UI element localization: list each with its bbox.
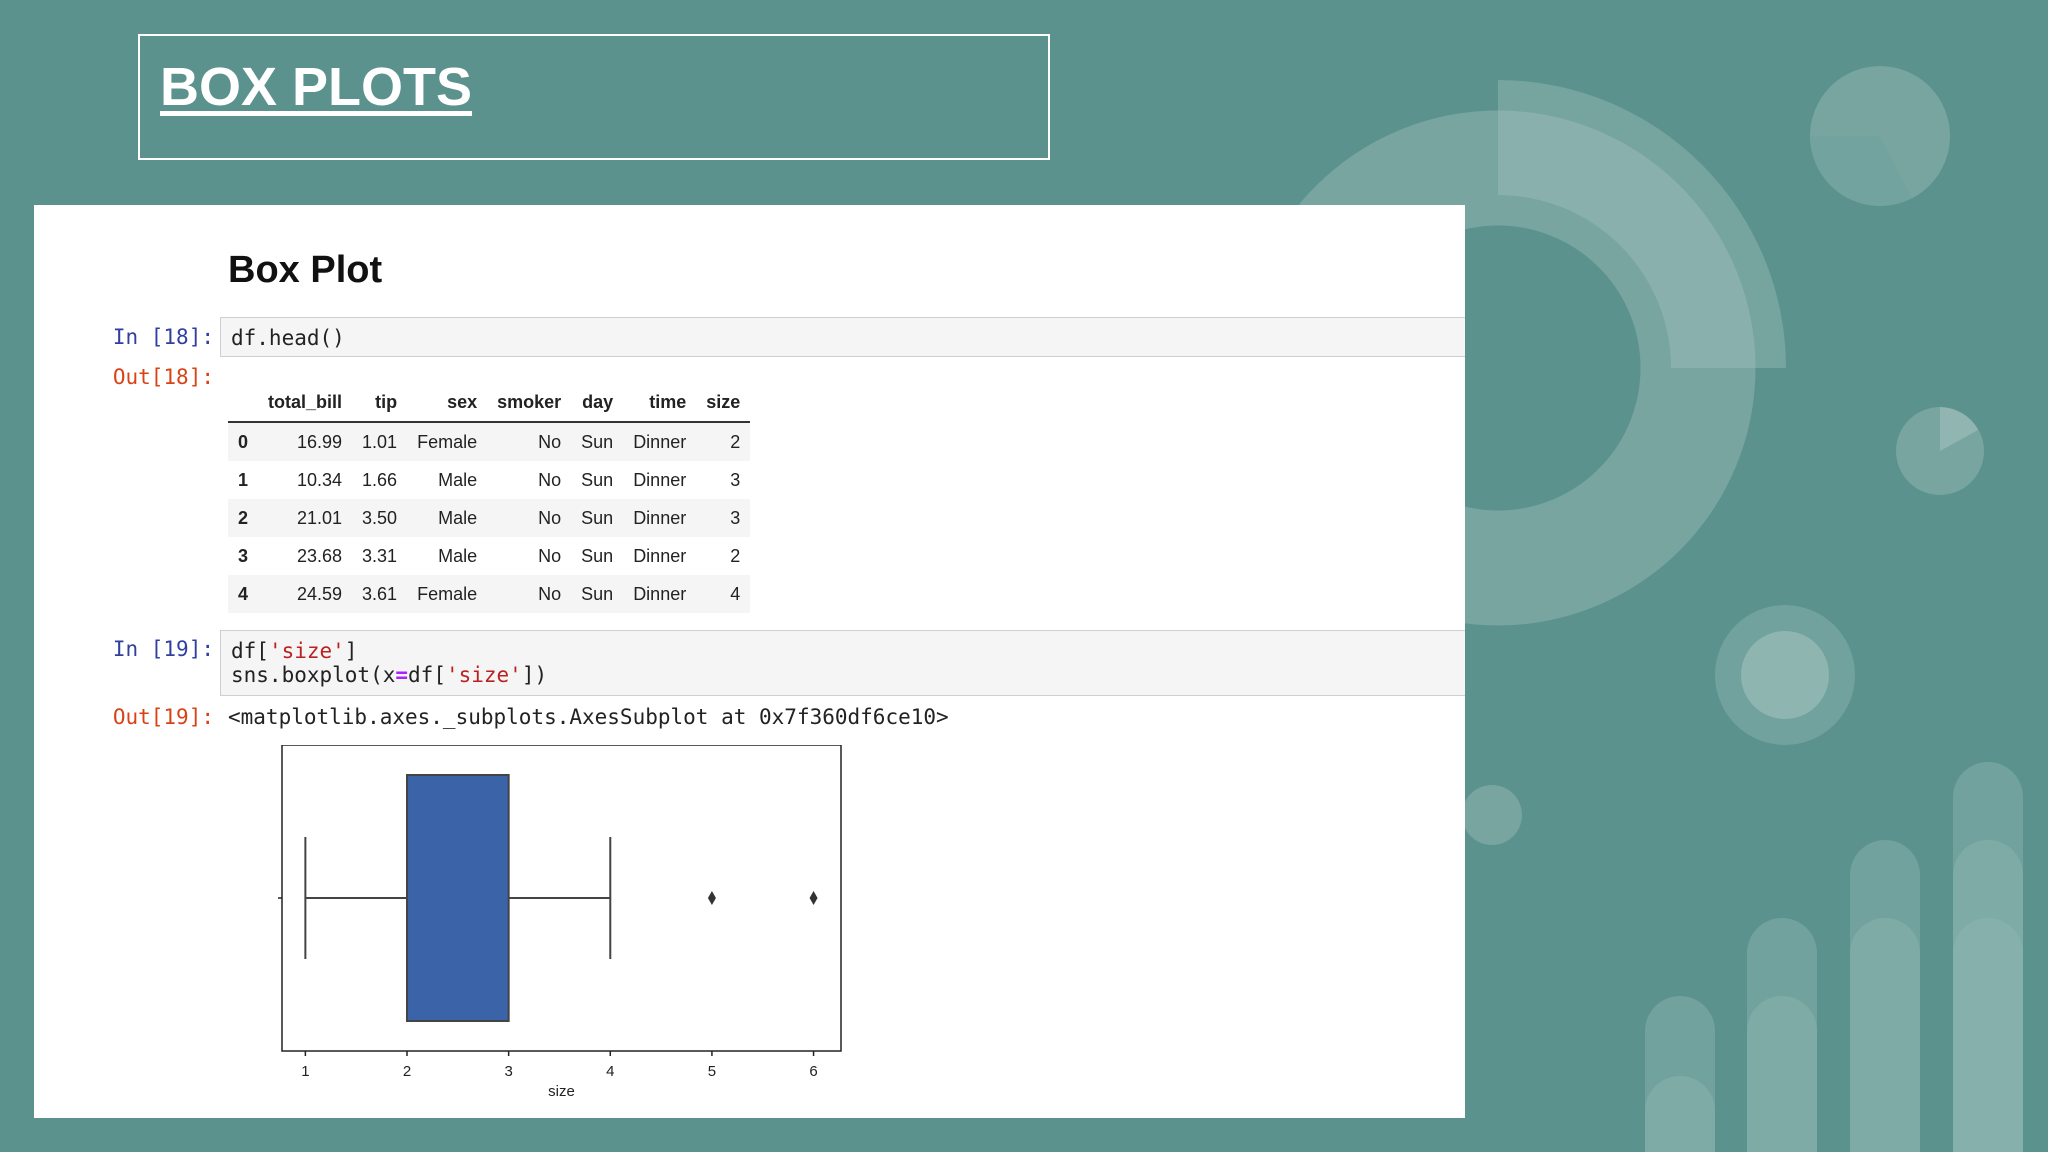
table-cell: 3.61 bbox=[362, 583, 398, 604]
table-cell: Dinner bbox=[633, 583, 687, 604]
table-header-cell: sex bbox=[407, 383, 488, 423]
table-cell: 2 bbox=[730, 431, 741, 452]
table-cell: No bbox=[538, 545, 562, 566]
table-cell: 23.68 bbox=[296, 545, 343, 566]
table-cell: Dinner bbox=[633, 545, 687, 566]
table-row: 3 23.68 3.31 Male No Sun Dinner 2 bbox=[228, 537, 750, 575]
in-prompt-18: In [18]: bbox=[112, 325, 214, 349]
outlier-point bbox=[707, 891, 716, 905]
table-header-cell: time bbox=[623, 383, 697, 423]
table-cell: Sun bbox=[581, 507, 614, 528]
x-tick-label: 5 bbox=[708, 1063, 716, 1080]
table-cell: 10.34 bbox=[296, 469, 343, 490]
table-cell: Male bbox=[438, 545, 478, 566]
table-cell: Female bbox=[417, 583, 478, 604]
x-tick-label: 4 bbox=[606, 1063, 614, 1080]
x-axis-label: size bbox=[548, 1083, 575, 1100]
out-prompt-18: Out[18]: bbox=[112, 365, 214, 389]
table-cell: Male bbox=[438, 469, 478, 490]
table-row: 1 10.34 1.66 Male No Sun Dinner 3 bbox=[228, 461, 750, 499]
code-line-2: sns.boxplot(x=df['size']) bbox=[231, 663, 548, 687]
table-row: 4 24.59 3.61 Female No Sun Dinner 4 bbox=[228, 575, 751, 613]
table-cell: No bbox=[538, 431, 562, 452]
table-cell: Sun bbox=[581, 431, 614, 452]
x-tick-label: 2 bbox=[403, 1063, 411, 1080]
table-cell: 3 bbox=[730, 507, 741, 528]
code-line: df.head() bbox=[231, 326, 345, 350]
table-cell: Male bbox=[438, 507, 478, 528]
row-index: 4 bbox=[238, 583, 249, 604]
outlier-point bbox=[809, 891, 818, 905]
table-header-row: total_bill tip sex smoker day time size bbox=[228, 383, 751, 423]
row-index: 3 bbox=[238, 545, 249, 566]
box-iqr bbox=[406, 774, 510, 1022]
box-plot-chart: 1 2 3 4 5 6 size bbox=[278, 745, 842, 1100]
table-cell: 16.99 bbox=[296, 431, 343, 452]
table-cell: 4 bbox=[730, 583, 741, 604]
slide-title-box: BOX PLOTS bbox=[138, 34, 1050, 160]
x-tick-label: 6 bbox=[809, 1063, 817, 1080]
in-prompt-19: In [19]: bbox=[112, 637, 214, 661]
out-prompt-19: Out[19]: bbox=[112, 705, 214, 729]
row-index: 0 bbox=[238, 431, 249, 452]
table-cell: 1.01 bbox=[362, 431, 398, 452]
table-cell: Sun bbox=[581, 469, 614, 490]
dataframe-table: total_bill tip sex smoker day time size … bbox=[228, 383, 751, 613]
row-index: 1 bbox=[238, 469, 249, 490]
table-cell: No bbox=[538, 583, 562, 604]
table-cell: Dinner bbox=[633, 469, 687, 490]
table-header-cell: size bbox=[696, 383, 751, 423]
table-cell: No bbox=[538, 469, 562, 490]
slide-title: BOX PLOTS bbox=[160, 57, 473, 117]
notebook-heading: Box Plot bbox=[228, 249, 383, 291]
table-cell: No bbox=[538, 507, 562, 528]
table-header-cell: smoker bbox=[487, 383, 572, 423]
table-cell: 1.66 bbox=[362, 469, 398, 490]
table-cell: 3.31 bbox=[362, 545, 398, 566]
table-cell: Dinner bbox=[633, 431, 687, 452]
table-cell: 3.50 bbox=[362, 507, 398, 528]
table-cell: 21.01 bbox=[296, 507, 343, 528]
notebook-screenshot: Box Plot In [18]: df.head() Out[18]: tot… bbox=[34, 205, 1465, 1118]
code-line-1: df['size'] bbox=[231, 639, 358, 663]
table-header-cell: tip bbox=[352, 383, 408, 423]
table-header-cell: day bbox=[571, 383, 624, 423]
table-cell: Sun bbox=[581, 545, 614, 566]
code-cell-18[interactable]: df.head() bbox=[220, 317, 1465, 357]
table-cell: 2 bbox=[730, 545, 741, 566]
table-cell: 3 bbox=[730, 469, 741, 490]
x-tick-label: 1 bbox=[301, 1063, 309, 1080]
table-header-cell bbox=[228, 383, 259, 423]
table-header-cell: total_bill bbox=[258, 383, 353, 423]
table-row: 0 16.99 1.01 Female No Sun Dinner 2 bbox=[228, 422, 751, 461]
table-cell: Female bbox=[417, 431, 478, 452]
table-cell: Sun bbox=[581, 583, 614, 604]
x-tick-label: 3 bbox=[504, 1063, 512, 1080]
table-row: 2 21.01 3.50 Male No Sun Dinner 3 bbox=[228, 499, 751, 537]
table-cell: 24.59 bbox=[296, 583, 343, 604]
code-cell-19[interactable]: df['size'] sns.boxplot(x=df['size']) bbox=[220, 630, 1465, 696]
output-text: <matplotlib.axes._subplots.AxesSubplot a… bbox=[228, 705, 949, 729]
row-index: 2 bbox=[238, 507, 249, 528]
table-cell: Dinner bbox=[633, 507, 687, 528]
